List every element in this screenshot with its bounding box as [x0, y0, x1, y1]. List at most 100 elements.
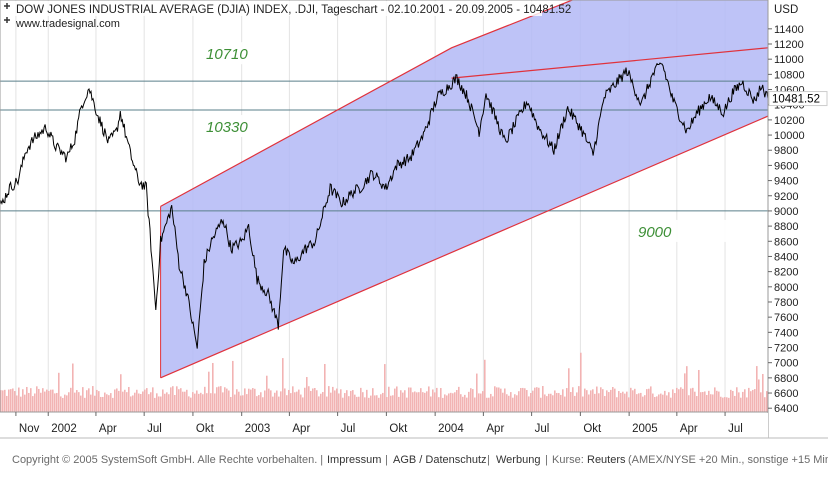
volume-bar [716, 390, 718, 412]
volume-bar [612, 387, 614, 412]
volume-bar [512, 397, 514, 412]
volume-bar [610, 389, 612, 412]
volume-bar [80, 395, 82, 412]
y-tick-label: 7400 [774, 327, 798, 339]
volume-bar [422, 392, 424, 412]
volume-bar [596, 386, 598, 412]
volume-bar [170, 387, 172, 412]
volume-bar [206, 393, 208, 412]
reuters-link[interactable]: Reuters [587, 454, 626, 466]
volume-bar [4, 389, 6, 412]
volume-bar [528, 396, 530, 412]
trend-channel-fill [160, 0, 768, 378]
volume-bar [286, 395, 288, 412]
agb-datenschutz-link[interactable]: AGB / Datenschutz [393, 454, 487, 466]
volume-bar [236, 389, 238, 412]
volume-bar [92, 386, 94, 412]
x-tick-label: 2002 [51, 423, 77, 435]
volume-bar [400, 390, 402, 412]
volume-bar [382, 392, 384, 412]
volume-bar [484, 359, 486, 412]
y-tick-label: 10800 [774, 69, 805, 81]
volume-bar [676, 387, 678, 412]
werbung-link[interactable]: Werbung [496, 454, 541, 466]
volume-bar [616, 397, 618, 412]
volume-bar [750, 391, 752, 412]
volume-bar [420, 388, 422, 412]
volume-bar [510, 392, 512, 412]
volume-bar [424, 392, 426, 412]
kurse-delay-note: (AMEX/NYSE +20 Min., sonstige +15 Min.) [628, 454, 828, 466]
volume-bar [2, 390, 4, 412]
volume-bar [362, 392, 364, 412]
volume-bar [114, 389, 116, 412]
volume-bar [168, 394, 170, 412]
volume-bar [536, 387, 538, 412]
volume-bar [526, 390, 528, 412]
volume-bar [630, 387, 632, 412]
volume-bar [8, 389, 10, 412]
volume-bar [580, 352, 582, 412]
footer-bar: Copyright © 2005 SystemSoft GmbH. Alle R… [0, 450, 828, 472]
volume-bar [564, 396, 566, 412]
volume-bar [708, 390, 710, 412]
volume-bars [0, 352, 768, 412]
volume-bar [712, 394, 714, 412]
volume-bar [744, 389, 746, 412]
volume-bar [208, 371, 210, 412]
volume-bar [412, 392, 414, 412]
volume-bar [136, 389, 138, 412]
volume-bar [148, 394, 150, 412]
volume-bar [672, 389, 674, 412]
y-tick-label: 7600 [774, 312, 798, 324]
volume-bar [58, 372, 60, 412]
volume-bar [516, 395, 518, 412]
volume-bar [504, 388, 506, 412]
volume-bar [622, 391, 624, 412]
volume-bar [352, 390, 354, 412]
volume-bar [496, 387, 498, 412]
volume-bar [280, 391, 282, 412]
volume-bar [390, 395, 392, 412]
volume-bar [192, 392, 194, 412]
volume-bar [232, 360, 234, 412]
volume-bar [196, 390, 198, 412]
x-tick-label: Jul [535, 423, 550, 435]
volume-bar [174, 395, 176, 412]
level-label: 10710 [206, 46, 248, 63]
volume-bar [726, 397, 728, 412]
y-tick-label: 7800 [774, 297, 798, 309]
volume-bar [268, 388, 270, 412]
volume-bar [408, 387, 410, 412]
volume-bar [582, 396, 584, 412]
volume-bar [178, 389, 180, 412]
volume-bar [758, 379, 760, 412]
y-tick-label: 9800 [774, 145, 798, 157]
volume-bar [370, 395, 372, 412]
volume-bar [654, 396, 656, 412]
volume-bar [32, 396, 34, 412]
footer-separator: | [545, 454, 548, 466]
volume-bar [540, 397, 542, 412]
volume-bar [594, 393, 596, 412]
volume-bar [36, 386, 38, 412]
volume-bar [722, 397, 724, 412]
volume-bar [202, 394, 204, 412]
volume-bar [96, 389, 98, 412]
volume-bar [452, 393, 454, 412]
volume-bar [542, 386, 544, 412]
volume-bar [228, 390, 230, 412]
volume-bar [262, 397, 264, 412]
volume-bar [100, 396, 102, 412]
volume-bar [410, 387, 412, 412]
volume-bar [38, 388, 40, 412]
volume-bar [246, 394, 248, 412]
volume-bar [244, 388, 246, 412]
volume-bar [738, 392, 740, 412]
volume-bar [332, 386, 334, 412]
y-tick-label: 6600 [774, 388, 798, 400]
volume-bar [418, 392, 420, 412]
chart-title: DOW JONES INDUSTRIAL AVERAGE (DJIA) INDE… [16, 4, 571, 16]
volume-bar [392, 395, 394, 412]
impressum-link[interactable]: Impressum [327, 454, 382, 466]
